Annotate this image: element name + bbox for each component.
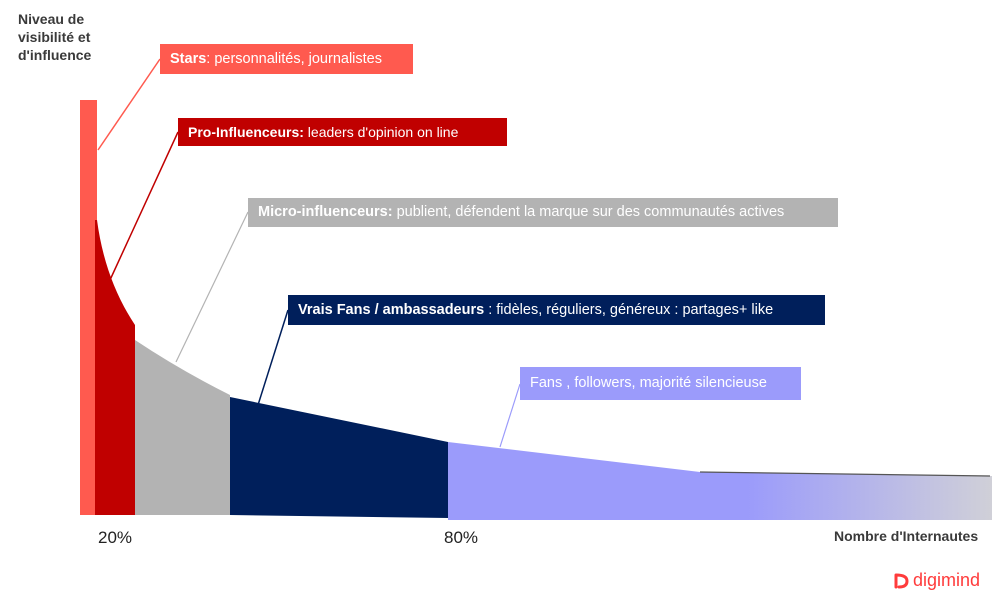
segment-vrais-fans: [230, 397, 448, 518]
label-fans-sep: :: [484, 302, 497, 318]
label-pro-desc: leaders d'opinion on line: [307, 124, 459, 140]
connector-stars: [97, 58, 161, 151]
marker-80-percent: 80%: [444, 528, 479, 547]
digimind-logo-icon: [894, 573, 909, 588]
segment-followers: [448, 442, 992, 520]
label-micro-desc: publient, défendent la marque sur des co…: [396, 204, 785, 220]
segment-stars: [80, 100, 97, 515]
label-pro-title: Pro-Influenceurs:: [188, 124, 304, 140]
connector-fans: [257, 309, 289, 406]
y-axis-label: Niveau de visibilité et d'influence: [18, 11, 92, 63]
connector-pro: [109, 131, 179, 281]
x-axis-label: Nombre d'Internautes: [834, 528, 979, 544]
label-stars: Stars: personnalités, journalistes: [160, 44, 413, 74]
label-followers: Fans , followers, majorité silencieuse: [520, 367, 801, 400]
label-stars-title: Stars: [170, 51, 207, 67]
segment-pro-influenceurs: [95, 220, 135, 515]
label-followers-desc: Fans , followers, majorité silencieuse: [530, 375, 767, 391]
segment-followers-edge: [699, 471, 991, 477]
label-fans-title: Vrais Fans / ambassadeurs: [298, 302, 485, 318]
connector-micro: [175, 211, 249, 363]
marker-20-percent: 20%: [98, 528, 133, 547]
label-micro-title: Micro-influenceurs:: [258, 204, 393, 220]
segment-micro-influenceurs: [135, 340, 230, 515]
label-stars-sep: :: [206, 51, 215, 67]
brand-name: digimind: [913, 570, 981, 590]
connector-followers: [499, 383, 521, 448]
label-fans-desc: fidèles, réguliers, généreux : partages+…: [496, 302, 774, 318]
label-micro-influenceurs: Micro-influenceurs: publient, défendent …: [248, 198, 838, 227]
label-stars-desc: personnalités, journalistes: [214, 51, 382, 67]
label-pro-influenceurs: Pro-Influenceurs: leaders d'opinion on l…: [178, 118, 507, 146]
digimind-logo: digimind: [893, 570, 980, 591]
label-vrais-fans: Vrais Fans / ambassadeurs : fidèles, rég…: [288, 295, 825, 325]
